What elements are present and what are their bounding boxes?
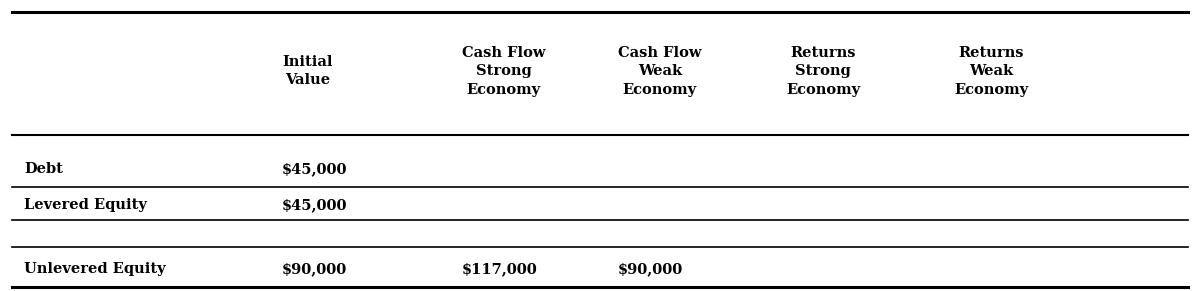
Text: Debt: Debt [24,162,62,176]
Text: Levered Equity: Levered Equity [24,198,146,212]
Text: Cash Flow
Strong
Economy: Cash Flow Strong Economy [462,46,546,97]
Text: Unlevered Equity: Unlevered Equity [24,262,166,276]
Text: Cash Flow
Weak
Economy: Cash Flow Weak Economy [618,46,702,97]
Text: Returns
Weak
Economy: Returns Weak Economy [954,46,1028,97]
Text: $90,000: $90,000 [282,262,347,276]
Text: Initial
Value: Initial Value [282,55,332,88]
Text: Returns
Strong
Economy: Returns Strong Economy [786,46,860,97]
Text: $45,000: $45,000 [282,198,348,212]
Text: $45,000: $45,000 [282,162,348,176]
Text: $117,000: $117,000 [462,262,538,276]
Text: $90,000: $90,000 [618,262,683,276]
